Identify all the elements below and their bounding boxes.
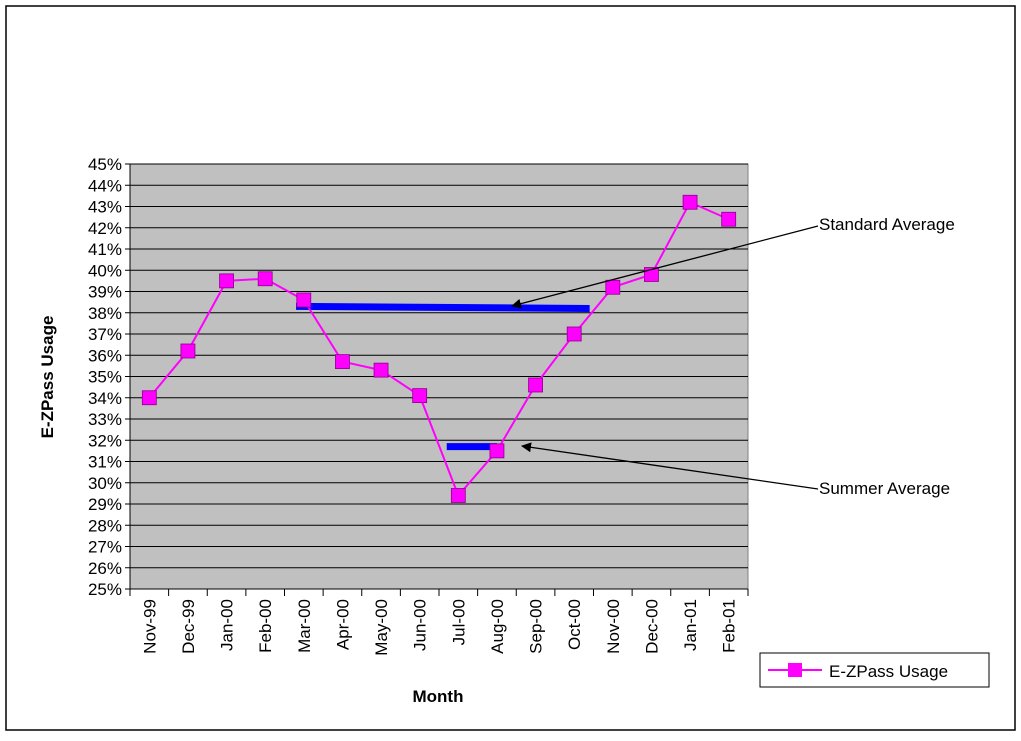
y-tick-label: 35% <box>88 368 122 387</box>
reference-lines <box>296 302 590 451</box>
x-tick-label: Feb-00 <box>256 599 275 653</box>
y-tick-label: 42% <box>88 219 122 238</box>
legend-marker-square <box>788 663 802 677</box>
x-tick-label: Aug-00 <box>488 599 507 654</box>
series-e-zpass-usage <box>141 194 737 503</box>
y-tick-label: 43% <box>88 198 122 217</box>
y-tick-label: 25% <box>88 580 122 599</box>
y-tick-label: 36% <box>88 346 122 365</box>
y-tick-label: 45% <box>88 155 122 174</box>
y-tick-label: 41% <box>88 240 122 259</box>
data-point-marker <box>141 390 157 406</box>
standard-average-label: Standard Average <box>819 215 955 234</box>
x-axis-ticks: Nov-99 Dec-99 Jan-00 Feb-00 Mar-00 Apr-00 May-… <box>129 589 749 656</box>
y-tick-label: 32% <box>88 431 122 450</box>
x-axis-title: Month <box>413 687 464 706</box>
x-tick-label: Nov-00 <box>604 599 623 654</box>
x-tick-label: Jan-00 <box>218 599 237 651</box>
y-tick-label: 30% <box>88 474 122 493</box>
y-tick-label: 33% <box>88 410 122 429</box>
y-tick-label: 31% <box>88 453 122 472</box>
y-tick-label: 40% <box>88 261 122 280</box>
y-tick-label: 27% <box>88 538 122 557</box>
data-point-marker <box>450 488 466 503</box>
y-tick-label: 37% <box>88 325 122 344</box>
x-tick-label: Jul-00 <box>449 599 468 645</box>
y-tick-label: 34% <box>88 389 122 408</box>
summer-average-label: Summer Average <box>819 479 950 498</box>
data-point-marker <box>412 388 428 404</box>
data-point-marker <box>528 377 543 393</box>
series-line <box>148 200 730 498</box>
x-tick-label: Feb-01 <box>720 599 739 653</box>
standard-average-line <box>296 302 590 312</box>
x-tick-label: Sep-00 <box>527 599 546 654</box>
y-tick-label: 29% <box>88 495 122 514</box>
data-point-marker <box>257 271 273 287</box>
standard-average-arrow <box>511 225 819 309</box>
x-tick-label: Nov-99 <box>140 599 159 654</box>
x-tick-label: Jan-01 <box>681 599 700 651</box>
y-axis-title: E-ZPass Usage <box>38 316 57 439</box>
data-point-marker <box>219 273 234 289</box>
y-tick-label: 44% <box>88 176 122 195</box>
summer-average-arrow <box>521 442 819 490</box>
data-point-marker <box>296 292 312 308</box>
y-axis-ticks: 25% 26% 27% 28% 29% 30% 31% 32% 33% 34% 35% 36% 37% 3… <box>88 155 130 599</box>
x-tick-label: Apr-00 <box>333 599 352 650</box>
annotations: Standard Average Summer Average <box>511 215 955 498</box>
x-tick-label: Dec-00 <box>642 599 661 654</box>
data-point-marker <box>373 362 389 378</box>
x-tick-label: Mar-00 <box>295 599 314 653</box>
data-point-marker <box>721 211 737 227</box>
data-point-marker <box>566 326 582 342</box>
y-tick-label: 26% <box>88 559 122 578</box>
gridlines <box>130 163 748 590</box>
y-tick-label: 28% <box>88 516 122 535</box>
data-point-marker <box>335 354 350 370</box>
x-tick-label: Dec-99 <box>179 599 198 654</box>
x-tick-label: May-00 <box>372 599 391 656</box>
data-point-marker <box>605 279 621 295</box>
data-point-marker <box>180 343 196 359</box>
data-point-marker <box>682 194 698 210</box>
legend-entry-e-zpass-usage: E-ZPass Usage <box>829 662 948 681</box>
x-tick-label: Jun-00 <box>411 599 430 651</box>
x-tick-label: Oct-00 <box>565 599 584 650</box>
y-tick-label: 38% <box>88 304 122 323</box>
y-tick-label: 39% <box>88 283 122 302</box>
data-point-marker <box>489 443 505 459</box>
legend: E-ZPass Usage <box>759 652 990 688</box>
